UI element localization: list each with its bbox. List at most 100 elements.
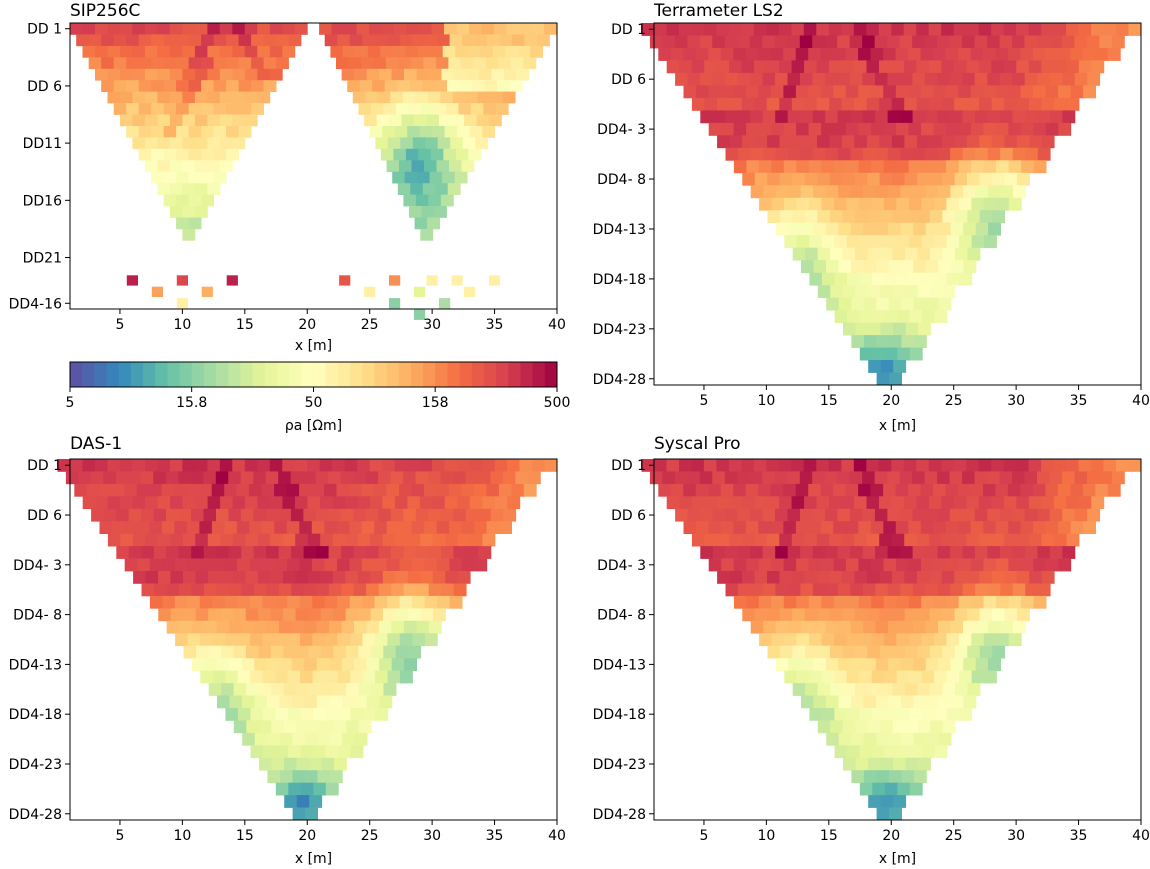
data-cell [909,347,923,361]
data-cell [950,583,964,597]
data-cell [169,23,183,35]
data-cell [412,595,425,609]
y-tick-label: DD 6 [611,72,646,88]
data-cell [190,471,204,485]
data-cell [544,459,558,472]
data-cell [863,260,877,274]
data-cell [904,97,918,111]
data-cell [319,459,333,472]
data-cell [393,148,407,161]
data-cell [132,45,146,58]
data-cell [291,546,304,559]
data-cell [365,91,379,104]
data-cell [367,45,381,58]
data-cell [447,183,461,195]
data-cell [406,23,420,35]
data-cell [816,23,830,36]
data-cell [933,48,946,61]
data-cell [429,171,443,184]
data-cell [340,508,354,522]
data-cell [199,483,213,497]
data-cell [775,110,789,124]
data-cell [253,546,267,559]
data-cell [479,68,492,81]
data-cell [354,695,368,709]
data-cell [1041,135,1055,149]
data-cell [817,135,830,149]
data-cell [984,670,997,684]
data-cell [868,322,881,336]
data-cell [444,126,458,138]
colorbar-swatch [350,362,363,387]
data-cell [138,80,152,92]
data-cell [1012,471,1025,485]
data-cell [817,720,831,734]
data-cell [201,103,214,115]
data-cell [303,471,317,485]
data-cell [1037,110,1051,124]
data-cell [107,496,121,510]
data-cell [320,533,334,547]
data-cell [954,533,967,547]
data-cell [926,732,939,746]
data-cell [746,595,760,609]
colorbar-swatch [301,362,314,387]
data-cell [300,708,314,721]
data-cell [1066,23,1079,36]
data-cell [699,471,713,485]
data-cell [312,670,326,684]
y-tick-label: DD4-28 [593,372,646,388]
data-cell [476,114,490,127]
data-cell [461,521,475,534]
data-cell [1020,558,1034,572]
data-cell [700,72,713,86]
data-cell [953,496,967,510]
data-cell [954,135,968,149]
data-cell [1037,546,1051,559]
data-cell [975,658,989,671]
data-cell [892,172,905,186]
data-cell [899,508,913,522]
data-cell [691,97,705,111]
data-cell [854,172,868,186]
y-tick-label: DD4- 3 [597,558,646,574]
data-cell [195,496,208,510]
data-cell [958,521,972,534]
data-cell [304,620,317,634]
data-cell [891,23,905,36]
data-cell [503,471,516,485]
data-cell [324,595,338,609]
data-cell [403,194,417,207]
data-cell [216,583,230,597]
data-cell [241,658,255,671]
data-cell [859,745,873,759]
data-cell [888,222,902,236]
data-cell [916,135,930,149]
x-tick-label: 20 [882,828,900,844]
data-cell [759,197,772,211]
data-cell [299,558,313,572]
data-cell [963,260,977,274]
data-cell [157,45,171,58]
data-cell [925,695,939,709]
data-cell [1083,521,1096,534]
data-cell [825,110,839,124]
data-cell [704,60,718,74]
data-cell [837,35,851,49]
data-cell [805,247,818,261]
colorbar-swatch [228,362,241,387]
data-cell [488,275,501,286]
data-cell [842,608,856,622]
data-cell [834,670,848,684]
data-cell [867,645,881,659]
data-cell [918,322,931,336]
data-cell [176,57,189,70]
data-cell [1000,620,1014,634]
data-cell [1033,122,1047,136]
data-cell [229,695,243,709]
data-cell [767,210,781,224]
data-cell [275,782,289,796]
data-cell [741,97,755,111]
data-cell [834,745,848,759]
data-cell [996,197,1010,211]
